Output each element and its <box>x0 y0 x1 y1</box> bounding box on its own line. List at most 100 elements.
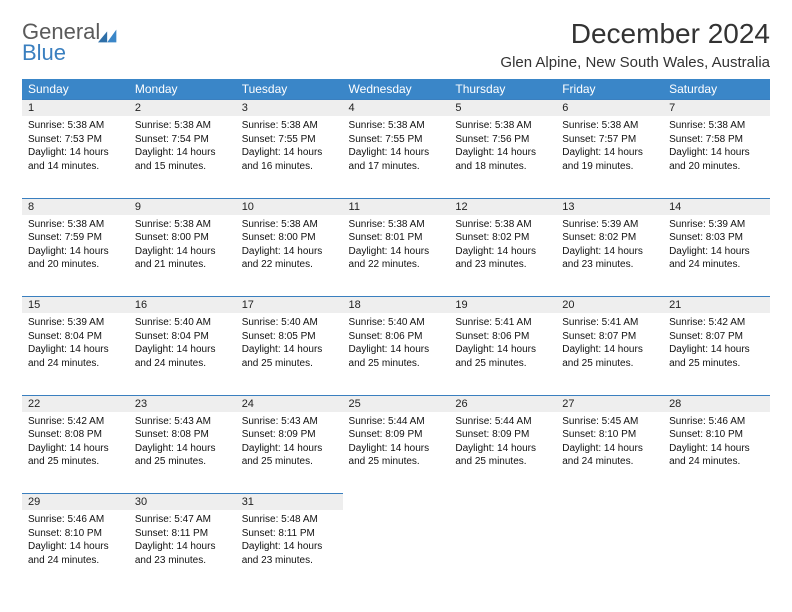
day-ss: Sunset: 8:10 PM <box>669 428 764 442</box>
day-sr: Sunrise: 5:48 AM <box>242 513 337 527</box>
day-number: 15 <box>22 297 129 314</box>
day-sr: Sunrise: 5:44 AM <box>455 415 550 429</box>
day-d1: Daylight: 14 hours <box>669 146 764 160</box>
day-sr: Sunrise: 5:38 AM <box>28 119 123 133</box>
day-sr: Sunrise: 5:38 AM <box>455 119 550 133</box>
day-sr: Sunrise: 5:42 AM <box>28 415 123 429</box>
day-d2: and 20 minutes. <box>28 258 123 272</box>
day-d1: Daylight: 14 hours <box>28 540 123 554</box>
day-number: 14 <box>663 198 770 215</box>
day-d1: Daylight: 14 hours <box>562 442 657 456</box>
day-d1: Daylight: 14 hours <box>242 146 337 160</box>
day-ss: Sunset: 8:00 PM <box>242 231 337 245</box>
day-d1: Daylight: 14 hours <box>349 442 444 456</box>
day-d2: and 24 minutes. <box>28 357 123 371</box>
day-number: 22 <box>22 395 129 412</box>
day-sr: Sunrise: 5:39 AM <box>28 316 123 330</box>
day-detail: Sunrise: 5:38 AMSunset: 7:57 PMDaylight:… <box>556 116 663 198</box>
day-d2: and 25 minutes. <box>455 357 550 371</box>
day-number: 27 <box>556 395 663 412</box>
logo-mark-icon <box>98 26 120 40</box>
day-number: 1 <box>22 100 129 117</box>
day-d2: and 23 minutes. <box>562 258 657 272</box>
day-ss: Sunset: 8:10 PM <box>28 527 123 541</box>
day-d1: Daylight: 14 hours <box>135 540 230 554</box>
day-d2: and 22 minutes. <box>349 258 444 272</box>
day-ss: Sunset: 8:06 PM <box>349 330 444 344</box>
day-detail <box>343 510 450 592</box>
detail-row: Sunrise: 5:38 AMSunset: 7:59 PMDaylight:… <box>22 215 770 297</box>
day-sr: Sunrise: 5:39 AM <box>669 218 764 232</box>
day-detail: Sunrise: 5:43 AMSunset: 8:09 PMDaylight:… <box>236 412 343 494</box>
day-detail: Sunrise: 5:45 AMSunset: 8:10 PMDaylight:… <box>556 412 663 494</box>
day-ss: Sunset: 7:55 PM <box>242 133 337 147</box>
day-ss: Sunset: 7:53 PM <box>28 133 123 147</box>
day-ss: Sunset: 8:00 PM <box>135 231 230 245</box>
calendar-table: Sunday Monday Tuesday Wednesday Thursday… <box>22 79 770 592</box>
day-detail: Sunrise: 5:38 AMSunset: 7:58 PMDaylight:… <box>663 116 770 198</box>
day-d2: and 24 minutes. <box>562 455 657 469</box>
day-d2: and 25 minutes. <box>135 455 230 469</box>
day-detail: Sunrise: 5:42 AMSunset: 8:08 PMDaylight:… <box>22 412 129 494</box>
day-number: 19 <box>449 297 556 314</box>
day-ss: Sunset: 8:08 PM <box>135 428 230 442</box>
day-number: 7 <box>663 100 770 117</box>
day-detail: Sunrise: 5:43 AMSunset: 8:08 PMDaylight:… <box>129 412 236 494</box>
day-ss: Sunset: 7:55 PM <box>349 133 444 147</box>
daynum-row: 22232425262728 <box>22 395 770 412</box>
day-ss: Sunset: 8:05 PM <box>242 330 337 344</box>
day-sr: Sunrise: 5:39 AM <box>562 218 657 232</box>
day-d1: Daylight: 14 hours <box>28 245 123 259</box>
day-number: 29 <box>22 494 129 511</box>
day-detail <box>556 510 663 592</box>
day-sr: Sunrise: 5:43 AM <box>135 415 230 429</box>
day-sr: Sunrise: 5:40 AM <box>135 316 230 330</box>
day-sr: Sunrise: 5:41 AM <box>455 316 550 330</box>
day-number: 2 <box>129 100 236 117</box>
day-detail: Sunrise: 5:44 AMSunset: 8:09 PMDaylight:… <box>343 412 450 494</box>
day-sr: Sunrise: 5:38 AM <box>135 218 230 232</box>
day-ss: Sunset: 8:09 PM <box>349 428 444 442</box>
day-number <box>663 494 770 511</box>
day-detail <box>449 510 556 592</box>
day-d2: and 25 minutes. <box>455 455 550 469</box>
day-sr: Sunrise: 5:45 AM <box>562 415 657 429</box>
day-number: 13 <box>556 198 663 215</box>
day-d1: Daylight: 14 hours <box>135 442 230 456</box>
weekday-header: Sunday <box>22 79 129 100</box>
day-number: 18 <box>343 297 450 314</box>
day-d2: and 14 minutes. <box>28 160 123 174</box>
day-ss: Sunset: 8:03 PM <box>669 231 764 245</box>
day-sr: Sunrise: 5:42 AM <box>669 316 764 330</box>
day-sr: Sunrise: 5:38 AM <box>242 119 337 133</box>
day-sr: Sunrise: 5:38 AM <box>349 218 444 232</box>
day-number: 4 <box>343 100 450 117</box>
day-detail: Sunrise: 5:42 AMSunset: 8:07 PMDaylight:… <box>663 313 770 395</box>
logo: General Blue <box>22 22 120 64</box>
day-d1: Daylight: 14 hours <box>242 442 337 456</box>
title-month: December 2024 <box>500 18 770 50</box>
day-sr: Sunrise: 5:43 AM <box>242 415 337 429</box>
day-d1: Daylight: 14 hours <box>349 245 444 259</box>
day-ss: Sunset: 8:04 PM <box>135 330 230 344</box>
weekday-header: Friday <box>556 79 663 100</box>
day-number: 11 <box>343 198 450 215</box>
day-number: 16 <box>129 297 236 314</box>
day-detail: Sunrise: 5:38 AMSunset: 7:54 PMDaylight:… <box>129 116 236 198</box>
day-d1: Daylight: 14 hours <box>669 343 764 357</box>
detail-row: Sunrise: 5:42 AMSunset: 8:08 PMDaylight:… <box>22 412 770 494</box>
weekday-header-row: Sunday Monday Tuesday Wednesday Thursday… <box>22 79 770 100</box>
day-d2: and 23 minutes. <box>455 258 550 272</box>
day-sr: Sunrise: 5:38 AM <box>562 119 657 133</box>
day-sr: Sunrise: 5:47 AM <box>135 513 230 527</box>
day-number: 21 <box>663 297 770 314</box>
day-number: 24 <box>236 395 343 412</box>
day-sr: Sunrise: 5:41 AM <box>562 316 657 330</box>
day-ss: Sunset: 8:02 PM <box>455 231 550 245</box>
day-detail: Sunrise: 5:47 AMSunset: 8:11 PMDaylight:… <box>129 510 236 592</box>
day-d1: Daylight: 14 hours <box>28 442 123 456</box>
day-number: 28 <box>663 395 770 412</box>
day-d1: Daylight: 14 hours <box>669 442 764 456</box>
day-d1: Daylight: 14 hours <box>135 146 230 160</box>
day-number: 20 <box>556 297 663 314</box>
